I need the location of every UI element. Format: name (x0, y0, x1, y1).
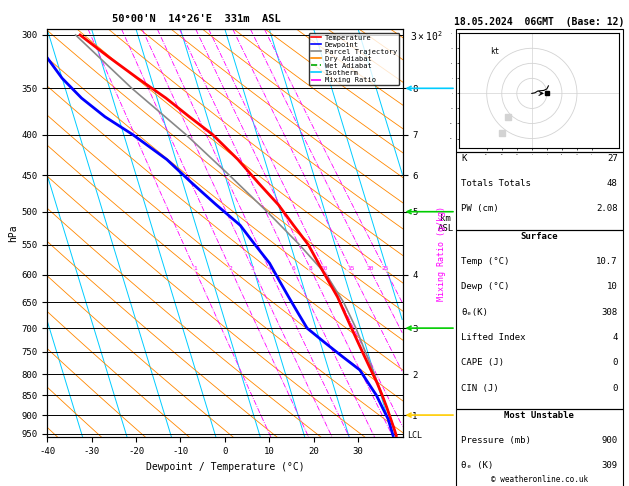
Text: Lifted Index: Lifted Index (461, 333, 525, 342)
Text: Totals Totals: Totals Totals (461, 179, 531, 188)
Text: Mixing Ratio (g/kg): Mixing Ratio (g/kg) (437, 206, 446, 301)
Text: 309: 309 (601, 462, 618, 470)
Text: 10: 10 (607, 282, 618, 291)
Legend: Temperature, Dewpoint, Parcel Trajectory, Dry Adiabat, Wet Adiabat, Isotherm, Mi: Temperature, Dewpoint, Parcel Trajectory… (309, 33, 399, 85)
Text: 4: 4 (613, 333, 618, 342)
Text: 0: 0 (613, 358, 618, 367)
Text: Pressure (mb): Pressure (mb) (461, 436, 531, 445)
Text: θₑ (K): θₑ (K) (461, 462, 493, 470)
Text: CAPE (J): CAPE (J) (461, 358, 504, 367)
Text: PW (cm): PW (cm) (461, 204, 499, 213)
Text: 2.08: 2.08 (596, 204, 618, 213)
Text: LCL: LCL (407, 431, 421, 440)
Text: 0: 0 (613, 383, 618, 393)
Text: 10.7: 10.7 (596, 257, 618, 266)
Text: 15: 15 (347, 266, 354, 272)
Y-axis label: hPa: hPa (9, 225, 18, 242)
Text: 18.05.2024  06GMT  (Base: 12): 18.05.2024 06GMT (Base: 12) (454, 17, 625, 27)
Text: © weatheronline.co.uk: © weatheronline.co.uk (491, 474, 588, 484)
Text: Most Unstable: Most Unstable (504, 411, 574, 420)
Text: 2: 2 (229, 266, 233, 272)
Text: Temp (°C): Temp (°C) (461, 257, 509, 266)
X-axis label: Dewpoint / Temperature (°C): Dewpoint / Temperature (°C) (145, 462, 304, 472)
Y-axis label: km
ASL: km ASL (438, 214, 454, 233)
Text: 48: 48 (607, 179, 618, 188)
Text: 10: 10 (321, 266, 328, 272)
Text: Surface: Surface (521, 232, 558, 241)
Text: 50°00'N  14°26'E  331m  ASL: 50°00'N 14°26'E 331m ASL (112, 14, 281, 24)
Text: K: K (461, 154, 466, 163)
Text: 308: 308 (601, 308, 618, 316)
Bar (456, 229, 623, 409)
Text: 8: 8 (309, 266, 313, 272)
Text: 900: 900 (601, 436, 618, 445)
Text: 4: 4 (267, 266, 271, 272)
Bar (456, 29, 623, 152)
Text: 20: 20 (366, 266, 374, 272)
Text: CIN (J): CIN (J) (461, 383, 499, 393)
Text: 3: 3 (251, 266, 255, 272)
Text: 6: 6 (291, 266, 295, 272)
Bar (456, 409, 623, 486)
Text: 25: 25 (381, 266, 389, 272)
Text: Dewp (°C): Dewp (°C) (461, 282, 509, 291)
Text: 1: 1 (193, 266, 196, 272)
Text: θₑ(K): θₑ(K) (461, 308, 488, 316)
Bar (456, 152, 623, 229)
Text: 27: 27 (607, 154, 618, 163)
